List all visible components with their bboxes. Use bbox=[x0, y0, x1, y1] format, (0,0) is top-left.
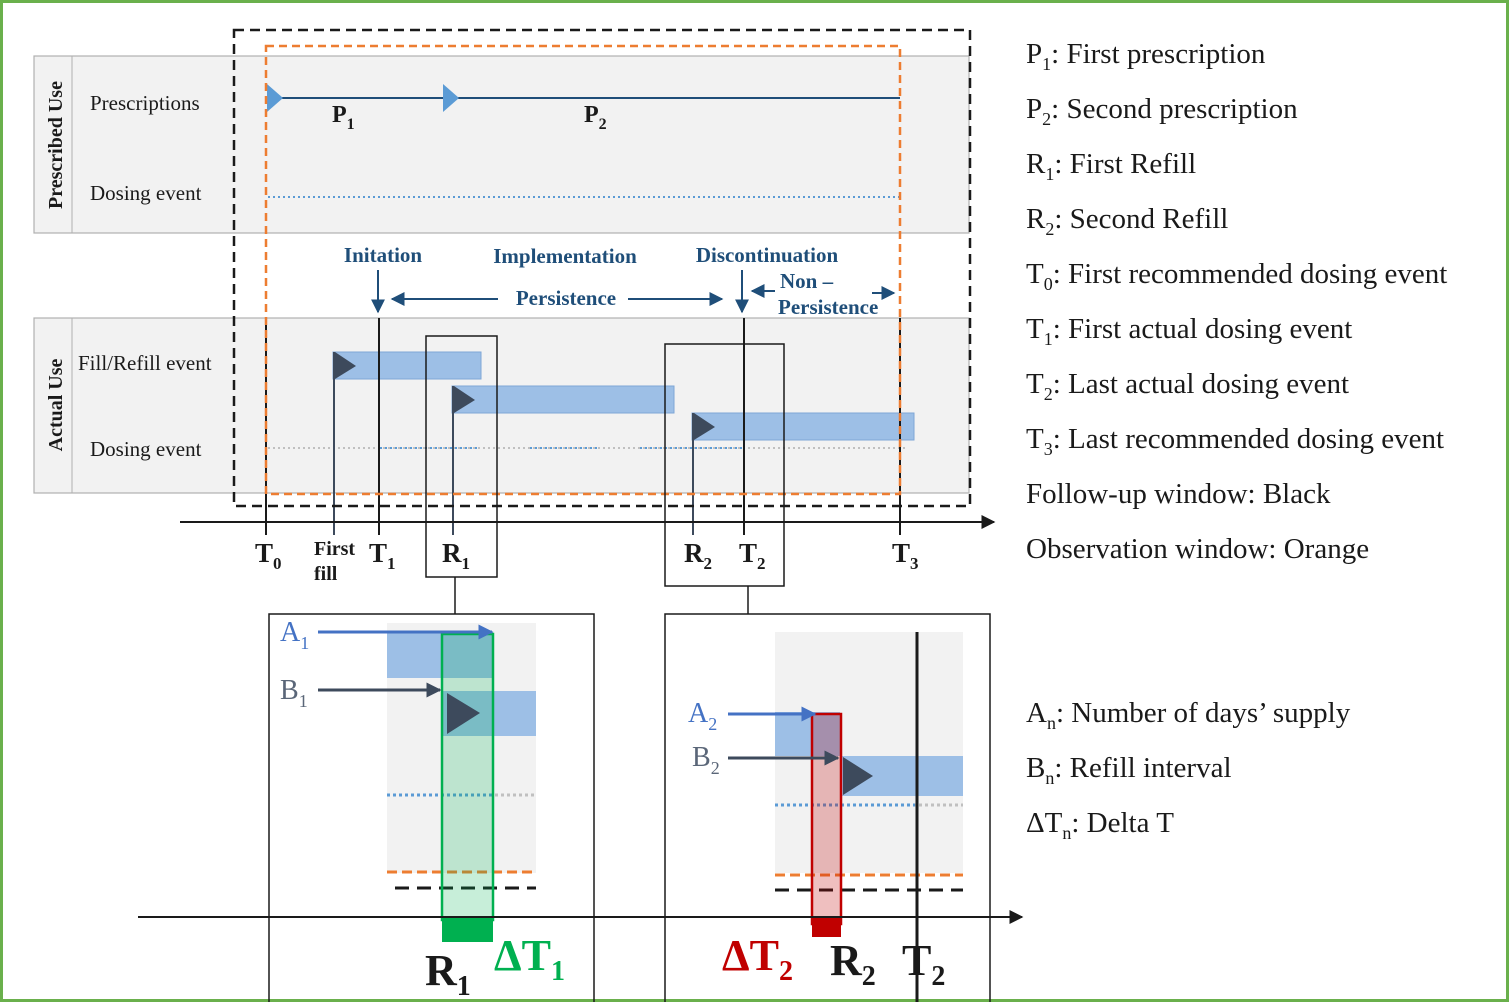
legend2-item: Bn: Refill interval bbox=[1026, 752, 1232, 788]
persistence-label: Persistence bbox=[516, 286, 616, 310]
delta-t2-zone bbox=[810, 712, 843, 926]
fill-bar-1 bbox=[332, 351, 482, 380]
zoom-left-r-label: R1 bbox=[425, 946, 471, 1002]
axis-label-t2: T2 bbox=[739, 538, 766, 573]
fill-refill-row-label: Fill/Refill event bbox=[78, 351, 212, 375]
discontinuation-label: Discontinuation bbox=[696, 243, 839, 267]
legend-item: T1: First actual dosing event bbox=[1026, 313, 1353, 349]
refill-bar-1 bbox=[451, 385, 675, 414]
dosing-event-actual-label: Dosing event bbox=[90, 437, 202, 461]
zoom-left-delta-label: ΔT1 bbox=[494, 931, 565, 987]
r2-t2-callout-box bbox=[664, 343, 785, 587]
zoom-left-b-marker bbox=[447, 693, 480, 734]
zoom-right-b-marker bbox=[843, 757, 873, 795]
refill-bar-1-marker bbox=[454, 386, 475, 413]
delta-t1-zone bbox=[440, 632, 495, 922]
legend-item: P2: Second prescription bbox=[1026, 93, 1298, 129]
prescribed-use-panel bbox=[33, 55, 970, 234]
axis-label-t1: T1 bbox=[369, 538, 396, 573]
zoom-left-bar-a bbox=[387, 632, 493, 678]
legend-item: T3: Last recommended dosing event bbox=[1026, 423, 1445, 459]
p2-label: P2 bbox=[584, 102, 607, 133]
axis-label-first-fill-2: fill bbox=[314, 563, 338, 585]
axis-label-r2: R2 bbox=[684, 538, 712, 573]
axis-label-r1: R1 bbox=[442, 538, 470, 573]
axis-label-t3: T3 bbox=[892, 538, 919, 573]
dosing-event-prescribed-label: Dosing event bbox=[90, 181, 202, 205]
fill-bar-1-marker bbox=[335, 352, 356, 379]
refill-bar-2-marker bbox=[694, 413, 715, 440]
legend-item: R1: First Refill bbox=[1026, 148, 1197, 184]
legend-item: T2: Last actual dosing event bbox=[1026, 368, 1350, 404]
legend-item: T0: First recommended dosing event bbox=[1026, 258, 1448, 294]
zoom-left-a-label: A1 bbox=[280, 617, 309, 653]
zoom-left-box bbox=[268, 613, 595, 1002]
r1-callout-box bbox=[425, 335, 498, 578]
legend-item: R2: Second Refill bbox=[1026, 203, 1229, 239]
observation-window bbox=[264, 44, 902, 496]
legend-item: P1: First prescription bbox=[1026, 38, 1266, 74]
follow-up-window bbox=[232, 28, 972, 508]
p1-start-marker bbox=[267, 84, 283, 112]
non-persistence-label-2: Persistence bbox=[778, 295, 878, 319]
delta-t1-bar bbox=[442, 917, 493, 942]
p2-start-marker bbox=[443, 84, 459, 112]
actual-use-label: Actual Use bbox=[45, 358, 67, 451]
zoom-right-r-label: R2 bbox=[830, 936, 876, 992]
axis-label-first-fill-1: First bbox=[314, 538, 355, 560]
non-persistence-label-1: Non – bbox=[780, 269, 834, 293]
legend2-item: ΔTn: Delta T bbox=[1026, 807, 1174, 843]
legend-item: Follow-up window: Black bbox=[1026, 478, 1331, 510]
legend2-item: An: Number of days’ supply bbox=[1026, 697, 1351, 733]
zoom-right-t-label: T2 bbox=[902, 936, 945, 992]
initiation-label: Initation bbox=[344, 243, 423, 267]
axis-label-t0: T0 bbox=[255, 538, 282, 573]
zoom-left-b-label: B1 bbox=[280, 675, 308, 711]
zoom-right-box bbox=[664, 613, 991, 1002]
p1-label: P1 bbox=[332, 102, 355, 133]
zoom-right-b-label: B2 bbox=[692, 742, 720, 778]
prescribed-use-label: Prescribed Use bbox=[45, 81, 67, 209]
zoom-right-delta-label: ΔT2 bbox=[722, 931, 793, 987]
implementation-label: Implementation bbox=[493, 244, 637, 268]
legend-item: Observation window: Orange bbox=[1026, 533, 1370, 565]
prescriptions-row-label: Prescriptions bbox=[90, 91, 200, 115]
zoom-right-a-label: A2 bbox=[688, 698, 717, 734]
delta-t2-bar bbox=[812, 917, 841, 937]
refill-bar-2 bbox=[691, 412, 915, 441]
